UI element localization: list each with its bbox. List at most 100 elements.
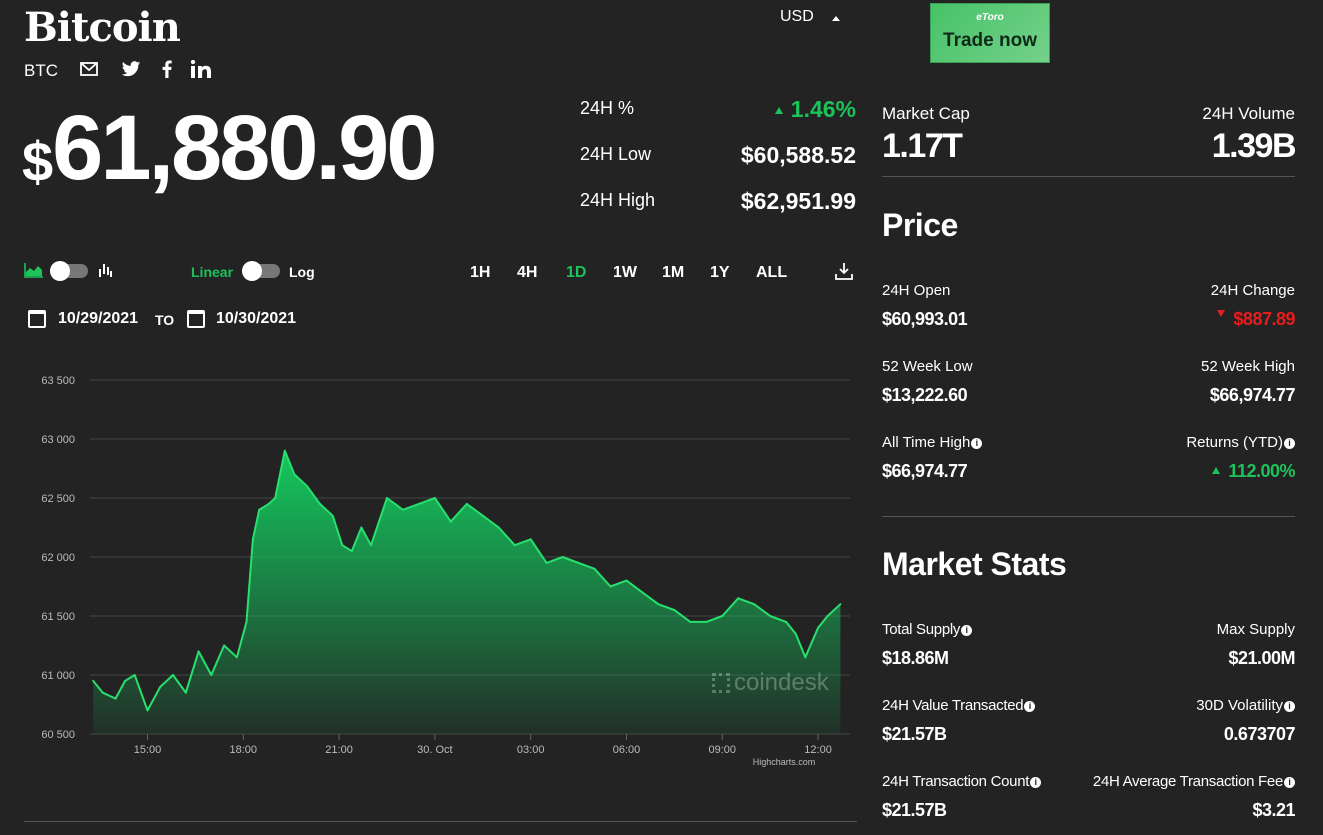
candlestick-chart-icon[interactable] [98, 262, 112, 283]
range-1d-button[interactable]: 1D [566, 264, 587, 281]
price-point[interactable] [545, 561, 548, 564]
twitter-icon[interactable] [120, 58, 142, 80]
caret-up-icon[interactable] [832, 16, 840, 21]
stat-value-total-supply: $18.86M [882, 648, 949, 668]
price-point[interactable] [769, 615, 772, 617]
price-point[interactable] [293, 473, 296, 476]
currency-selector[interactable]: USD [780, 8, 814, 25]
price-point[interactable] [657, 603, 660, 606]
price-point[interactable] [146, 709, 149, 712]
price-point[interactable] [721, 615, 724, 617]
price-point[interactable] [705, 620, 708, 623]
log-scale-label[interactable]: Log [289, 264, 315, 280]
range-4h-button[interactable]: 4H [517, 264, 538, 281]
price-point[interactable] [689, 620, 692, 623]
price-point[interactable] [114, 697, 117, 700]
price-point[interactable] [577, 561, 580, 564]
range-all-button[interactable]: ALL [756, 264, 788, 281]
price-point[interactable] [826, 615, 829, 617]
area-chart-icon[interactable] [24, 262, 44, 283]
price-point[interactable] [92, 679, 95, 682]
stat-label-value-transacted: 24H Value Transacted i [882, 697, 1036, 714]
info-icon[interactable]: i [1284, 438, 1295, 449]
price-point[interactable] [124, 679, 127, 682]
price-series-line[interactable] [92, 449, 842, 712]
price-point[interactable] [593, 567, 596, 570]
price-point[interactable] [804, 656, 807, 659]
price-point[interactable] [197, 650, 200, 653]
price-point[interactable] [223, 644, 226, 647]
price-point[interactable] [401, 508, 404, 511]
market-cap-label: Market Cap [882, 104, 970, 123]
price-point[interactable] [753, 603, 756, 606]
price-point[interactable] [210, 674, 213, 676]
stat-24h-pct-label: 24H % [580, 98, 635, 118]
facebook-icon[interactable] [156, 58, 178, 80]
price-point[interactable] [625, 579, 628, 582]
price-point[interactable] [561, 556, 564, 558]
price-point[interactable] [641, 591, 644, 594]
price-point[interactable] [737, 597, 740, 600]
price-point[interactable] [258, 508, 261, 511]
price-point[interactable] [331, 514, 334, 517]
price-point[interactable] [529, 538, 532, 541]
coindesk-watermark: coindesk [712, 669, 829, 697]
email-icon[interactable] [78, 58, 100, 80]
range-1m-button[interactable]: 1M [662, 264, 685, 281]
price-point[interactable] [350, 550, 353, 553]
calendar-icon[interactable] [187, 310, 205, 328]
download-icon[interactable] [835, 262, 853, 285]
trade-now-ad[interactable]: eToro Trade now [930, 3, 1050, 63]
price-point[interactable] [433, 497, 436, 499]
price-point[interactable] [283, 449, 286, 452]
price-value: 61,880.90 [52, 97, 437, 199]
date-from-input[interactable]: 10/29/2021 [58, 310, 139, 327]
range-1y-button[interactable]: 1Y [710, 264, 730, 281]
price-point[interactable] [101, 691, 104, 694]
price-point[interactable] [465, 502, 468, 505]
price-point[interactable] [235, 656, 238, 659]
price-point[interactable] [184, 691, 187, 694]
info-icon[interactable]: i [1284, 777, 1295, 788]
price-point[interactable] [133, 674, 136, 676]
range-1w-button[interactable]: 1W [613, 264, 637, 281]
price-point[interactable] [673, 609, 676, 612]
calendar-icon[interactable] [28, 310, 46, 328]
price-point[interactable] [385, 497, 388, 499]
price-point[interactable] [341, 544, 344, 547]
price-point[interactable] [417, 502, 420, 505]
info-icon[interactable]: i [971, 438, 983, 449]
chart-credits[interactable]: Highcharts.com [753, 757, 816, 767]
price-point[interactable] [609, 585, 612, 588]
info-icon[interactable]: i [1024, 701, 1036, 712]
x-axis-tick-label: 21:00 [325, 744, 353, 756]
price-point[interactable] [245, 620, 248, 623]
price-point[interactable] [785, 620, 788, 623]
price-point[interactable] [159, 685, 162, 688]
date-to-input[interactable]: 10/30/2021 [216, 310, 297, 327]
info-icon[interactable]: i [1284, 701, 1295, 712]
price-point[interactable] [817, 626, 820, 629]
price-point[interactable] [794, 632, 797, 635]
scale-toggle[interactable] [242, 261, 280, 281]
price-point[interactable] [306, 485, 309, 488]
price-point[interactable] [274, 497, 277, 499]
info-icon[interactable]: i [961, 625, 973, 636]
price-point[interactable] [370, 544, 373, 547]
linkedin-icon[interactable] [190, 58, 212, 80]
price-point[interactable] [267, 502, 270, 505]
price-point[interactable] [513, 544, 516, 547]
linear-scale-label[interactable]: Linear [191, 264, 234, 280]
price-point[interactable] [497, 526, 500, 529]
price-point[interactable] [481, 514, 484, 517]
price-point[interactable] [449, 520, 452, 523]
price-point[interactable] [839, 603, 842, 606]
price-point[interactable] [360, 526, 363, 529]
price-point[interactable] [251, 538, 254, 541]
info-icon[interactable]: i [1030, 777, 1042, 788]
price-chart[interactable]: 60 500 61 000 61 500 62 000 62 500 63 000 63 5… [20, 360, 860, 770]
range-1h-button[interactable]: 1H [470, 264, 491, 281]
price-point[interactable] [318, 502, 321, 505]
chart-type-toggle[interactable] [50, 261, 88, 281]
price-point[interactable] [172, 674, 175, 676]
